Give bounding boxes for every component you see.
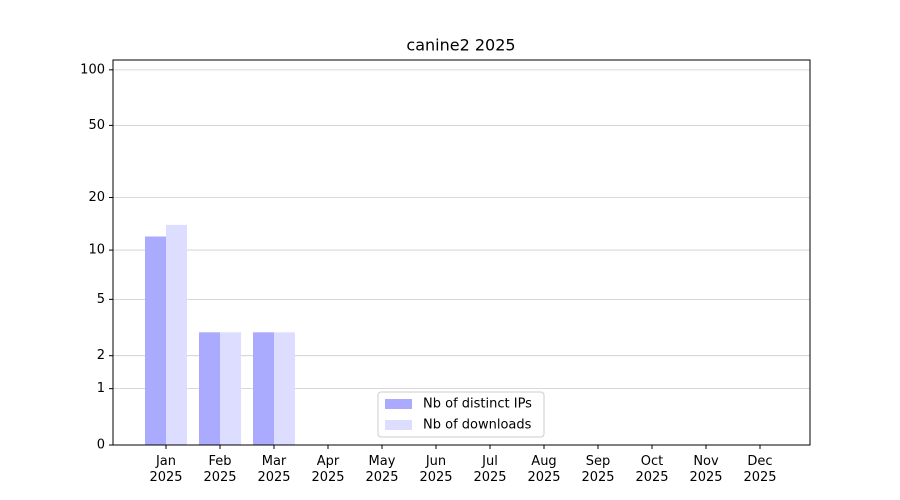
bar [220,332,241,445]
legend-swatch [385,420,412,430]
y-tick-label: 20 [88,190,105,205]
y-tick-label: 50 [88,118,105,133]
x-tick-label: Jan 2025 [149,454,182,485]
x-tick-label: Jul 2025 [473,454,506,485]
legend-box [377,391,545,438]
chart-title: canine2 2025 [406,36,515,55]
y-tick-label: 1 [97,381,105,396]
x-tick-label: Nov 2025 [689,454,722,485]
y-tick-label: 5 [97,292,105,307]
legend-label: Nb of downloads [423,418,532,433]
y-tick-label: 10 [88,243,105,258]
x-tick-label: Mar 2025 [257,454,290,485]
y-tick-label: 100 [80,62,105,77]
y-tick-label: 0 [97,438,105,453]
x-tick-label: Dec 2025 [743,454,776,485]
x-tick-label: Jun 2025 [419,454,452,485]
x-tick-label: Sep 2025 [581,454,614,485]
bar [145,236,166,445]
legend-swatch [385,399,412,409]
bar [253,332,274,445]
x-tick-label: Feb 2025 [203,454,236,485]
x-tick-label: Oct 2025 [635,454,668,485]
bar [199,332,220,445]
x-tick-label: May 2025 [365,454,398,485]
plot-frame [112,59,811,446]
legend-label: Nb of distinct IPs [423,397,532,412]
bar [274,332,295,445]
x-tick-label: Aug 2025 [527,454,560,485]
x-tick-label: Apr 2025 [311,454,344,485]
y-tick-label: 2 [97,348,105,363]
bar [166,224,187,445]
legend: Nb of distinct IPs Nb of downloads [377,391,545,438]
